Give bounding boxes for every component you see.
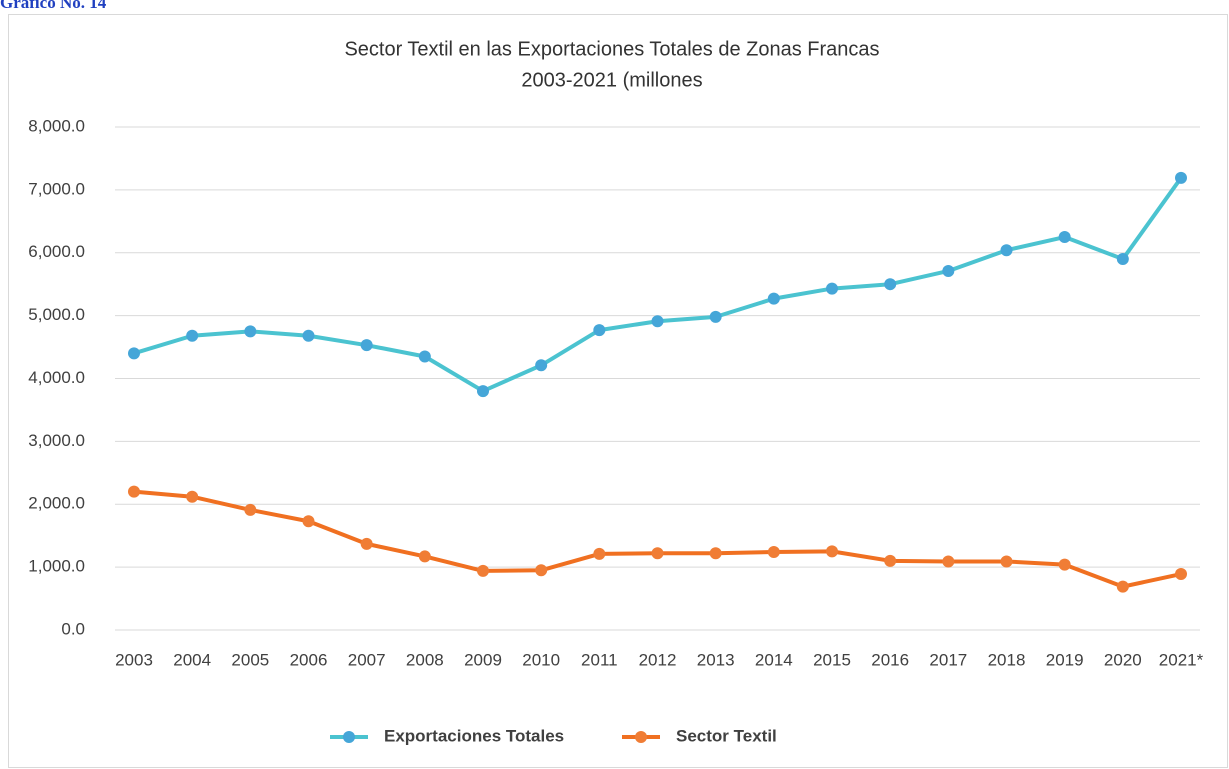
data-point <box>767 292 780 305</box>
data-point <box>767 546 780 559</box>
data-point <box>418 350 431 363</box>
x-tick-label: 2018 <box>988 650 1026 669</box>
data-point <box>1175 568 1187 581</box>
x-tick-label: 2009 <box>464 650 502 669</box>
x-tick-label: 2013 <box>697 650 735 669</box>
data-point <box>1058 231 1071 244</box>
x-tick-label: 2007 <box>348 650 386 669</box>
data-point <box>651 547 664 560</box>
x-tick-label: 2011 <box>581 650 618 669</box>
data-point <box>826 282 838 295</box>
y-tick-label: 1,000.0 <box>28 557 85 576</box>
data-point <box>1000 244 1013 257</box>
data-point <box>884 554 897 567</box>
data-point <box>1175 171 1187 184</box>
x-tick-label: 2021* <box>1159 650 1204 669</box>
x-tick-label: 2003 <box>115 650 153 669</box>
y-tick-label: 2,000.0 <box>28 494 85 513</box>
x-tick-label: 2004 <box>173 650 211 669</box>
data-point <box>418 550 431 563</box>
data-point <box>477 564 489 577</box>
chart-title: Sector Textil en las Exportaciones Total… <box>344 38 879 60</box>
y-tick-label: 4,000.0 <box>28 368 85 387</box>
data-point <box>477 385 489 398</box>
x-tick-label: 2005 <box>231 650 269 669</box>
series-line <box>133 176 1183 394</box>
y-tick-label: 8,000.0 <box>28 116 85 135</box>
data-point <box>186 490 199 503</box>
x-tick-label: 2012 <box>639 650 677 669</box>
x-tick-label: 2010 <box>522 650 560 669</box>
data-point <box>302 515 315 528</box>
legend-marker <box>635 731 647 743</box>
y-tick-label: 3,000.0 <box>28 431 85 450</box>
data-point <box>651 315 664 328</box>
data-point <box>1116 253 1129 266</box>
data-point <box>360 339 373 352</box>
data-point <box>709 547 722 560</box>
data-point <box>709 310 722 323</box>
chart-title: 2003-2021 (millones <box>521 69 702 91</box>
data-point <box>244 325 257 338</box>
x-tick-label: 2017 <box>929 650 967 669</box>
data-point <box>128 347 140 360</box>
x-tick-label: 2006 <box>290 650 328 669</box>
data-point <box>826 545 838 558</box>
figure-label: Gráfico No. 14 <box>0 0 107 12</box>
data-point <box>360 537 373 550</box>
x-tick-label: 2014 <box>755 650 793 669</box>
y-tick-label: 0.0 <box>61 619 85 638</box>
legend-marker <box>343 731 355 743</box>
data-point <box>128 485 140 498</box>
data-point <box>1000 555 1013 568</box>
y-tick-label: 6,000.0 <box>28 242 85 261</box>
data-point <box>942 555 955 568</box>
data-point <box>593 324 606 337</box>
data-point <box>186 329 199 342</box>
legend-label: Sector Textil <box>676 726 777 745</box>
x-tick-label: 2020 <box>1104 650 1142 669</box>
data-point <box>884 278 897 291</box>
data-point <box>593 547 606 560</box>
x-tick-label: 2015 <box>813 650 851 669</box>
legend-label: Exportaciones Totales <box>384 726 564 745</box>
x-tick-label: 2008 <box>406 650 444 669</box>
data-point <box>535 359 548 372</box>
data-point <box>535 564 548 577</box>
data-point <box>942 264 955 277</box>
y-tick-label: 7,000.0 <box>28 179 85 198</box>
data-point <box>1116 580 1129 593</box>
data-point <box>302 329 315 342</box>
data-point <box>244 503 257 516</box>
chart-border <box>8 14 1228 768</box>
data-point <box>1058 558 1071 571</box>
x-tick-label: 2019 <box>1046 650 1084 669</box>
y-tick-label: 5,000.0 <box>28 305 85 324</box>
series-line <box>133 489 1182 589</box>
x-tick-label: 2016 <box>871 650 909 669</box>
